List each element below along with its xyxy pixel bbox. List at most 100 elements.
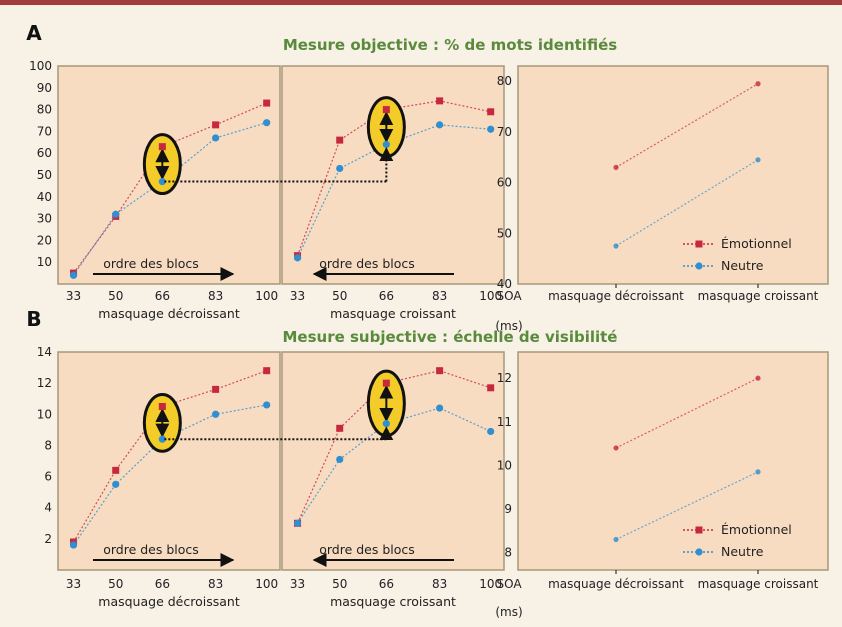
panel-a-highlight-point xyxy=(158,177,166,186)
panel-a-ytick-label: 60 xyxy=(37,146,52,160)
panel-a-ytick-label: 90 xyxy=(37,81,52,95)
panel-b-plot-2-series-point xyxy=(436,367,444,375)
panel-a-plot-1-series-point xyxy=(212,134,220,142)
panel-b-plot-2-series-point xyxy=(487,427,495,436)
panel-b-ytick-label: 10 xyxy=(37,407,52,421)
panel-a-plot-1-series-point xyxy=(263,119,271,127)
panel-a-summary-xtick-label: masquage décroissant xyxy=(548,289,684,303)
panel-a-highlight-point xyxy=(382,106,390,114)
panel-a-summary-ytick-label: 70 xyxy=(497,125,512,139)
panel-b-soa-label: SOA xyxy=(496,577,522,591)
panel-b-plot-1-series-point xyxy=(112,466,120,474)
panel-a-highlight-point xyxy=(382,140,390,149)
panel-a-plot-2-series-point xyxy=(336,136,344,144)
panel-b-highlight-point xyxy=(158,403,166,410)
panel-b-plot-1-series-point xyxy=(212,410,220,418)
panel-b-plot-2-xtick-label: 100 xyxy=(479,577,502,591)
panel-b-summary-series-point xyxy=(755,469,761,475)
panel-b-summary-ytick-label: 8 xyxy=(504,546,512,560)
panel-a-summary-series-point xyxy=(755,157,761,163)
panel-b-title: Mesure subjective : échelle de visibilit… xyxy=(283,328,618,346)
panel-b-summary-ytick-label: 9 xyxy=(504,502,512,516)
panel-b-plot-1-xtick-label: 66 xyxy=(155,577,170,591)
panel-a-summary-ytick-label: 50 xyxy=(497,226,512,240)
panel-a-plot-1-series-line xyxy=(73,122,267,276)
panel-a-highlight-point xyxy=(158,143,166,151)
panel-a-ytick-label: 70 xyxy=(37,124,52,138)
panel-b-plot-1-series-line xyxy=(73,370,267,543)
panel-b-plot-2-xtick-label: 50 xyxy=(332,577,347,591)
panel-a-summary-ytick-label: 60 xyxy=(497,176,512,190)
panel-a-plot-1-xtick-label: 100 xyxy=(255,289,278,303)
panel-b-highlight-point xyxy=(158,435,166,443)
panel-a-plot-2-order-label: ordre des blocs xyxy=(319,256,415,271)
panel-b-plot-2-series-point xyxy=(336,455,344,464)
panel-b-plot-2-xlabel: masquage croissant xyxy=(330,594,456,609)
panel-b-plot-1-order-label: ordre des blocs xyxy=(103,542,199,557)
panel-b-legend-label: Neutre xyxy=(721,544,764,559)
panel-b-summary-xtick-label: masquage croissant xyxy=(698,577,819,591)
panel-b-highlight-point xyxy=(382,420,390,428)
panel-a-summary-series-point xyxy=(613,164,619,170)
panel-b-plot-2-xtick-label: 83 xyxy=(432,577,447,591)
panel-b-summary-series-point xyxy=(613,445,619,451)
panel-a-legend-marker xyxy=(695,262,703,270)
panel-a-plot-2-series-point xyxy=(487,125,495,133)
panel-b-plot-1-series-point xyxy=(212,385,220,393)
panel-a-plot-2-xtick-label: 100 xyxy=(479,289,502,303)
panel-b-plot-1-series-line xyxy=(73,404,267,546)
panel-a-summary-ytick-label: 40 xyxy=(497,277,512,291)
panel-b-legend-marker xyxy=(695,526,703,534)
panel-b-plot-2-series-point xyxy=(336,424,344,432)
panel-a-summary-series-point xyxy=(755,81,761,87)
panel-a-ytick-label: 10 xyxy=(37,255,52,269)
panel-b-plot-2-xtick-label: 66 xyxy=(379,577,394,591)
panel-b-plot-1-series-point xyxy=(263,367,271,375)
panel-b-summary-series-point xyxy=(613,536,619,543)
panel-a-plot-2-series-point xyxy=(336,164,344,173)
panel-b-ytick-label: 8 xyxy=(44,438,52,452)
panel-b-plot-2-series-point xyxy=(436,404,444,412)
panel-b-legend-marker xyxy=(695,548,703,556)
panel-b-plot-2-series-point xyxy=(487,384,495,392)
panel-b-plot-1-series-point xyxy=(69,541,78,549)
panel-b-plot-2-series-point xyxy=(293,519,302,527)
panel-b-plot-1-xtick-label: 100 xyxy=(255,577,278,591)
panel-a-plot-1-xtick-label: 66 xyxy=(155,289,170,303)
panel-b-summary-ytick-label: 11 xyxy=(497,415,512,429)
panel-a-letter: A xyxy=(26,21,42,45)
panel-a-ytick-label: 20 xyxy=(37,233,52,247)
panel-b-plot-2-xtick-label: 33 xyxy=(290,577,305,591)
panel-a-ytick-label: 30 xyxy=(37,212,52,226)
panel-a-plot-2-xtick-label: 66 xyxy=(379,289,394,303)
panel-b-plot-2-series-line xyxy=(297,407,491,524)
panel-a-plot-2-series-point xyxy=(487,108,495,116)
panel-a-summary-ytick-label: 80 xyxy=(497,74,512,88)
panel-a-summary-xtick-label: masquage croissant xyxy=(698,289,819,303)
panel-b-ms-label: (ms) xyxy=(495,605,522,619)
panel-b-ytick-label: 2 xyxy=(44,532,52,546)
panel-b-plot-1-series-point xyxy=(112,480,120,488)
panel-a-ms-label: (ms) xyxy=(495,319,522,333)
panel-a-plot-2-xtick-label: 50 xyxy=(332,289,347,303)
panel-b-ytick-label: 14 xyxy=(37,345,52,359)
panel-a-plot-1-series-point xyxy=(212,121,220,129)
panel-b-summary-series-point xyxy=(755,375,761,381)
panel-a-plot-1-xtick-label: 50 xyxy=(108,289,123,303)
panel-b-plot-2-order-label: ordre des blocs xyxy=(319,542,415,557)
panel-b-plot-1-xtick-label: 50 xyxy=(108,577,123,591)
panel-a-plot-2-xlabel: masquage croissant xyxy=(330,306,456,321)
panel-a-plot-1-series-point xyxy=(112,210,120,218)
panel-a-summary-series-point xyxy=(613,243,619,249)
panel-a-ytick-label: 40 xyxy=(37,190,52,204)
panel-a-ytick-label: 80 xyxy=(37,103,52,117)
panel-b-highlight-point xyxy=(382,379,390,387)
panel-a-soa-label: SOA xyxy=(496,289,522,303)
panel-b-ytick-label: 6 xyxy=(44,470,52,484)
panel-a-plot-2-series-point xyxy=(436,97,444,105)
panel-b-letter: B xyxy=(26,307,41,331)
panel-b-plot-1-series-point xyxy=(263,401,271,409)
panel-a-plot-1-xtick-label: 83 xyxy=(208,289,223,303)
panel-a-ytick-label: 50 xyxy=(37,168,52,182)
